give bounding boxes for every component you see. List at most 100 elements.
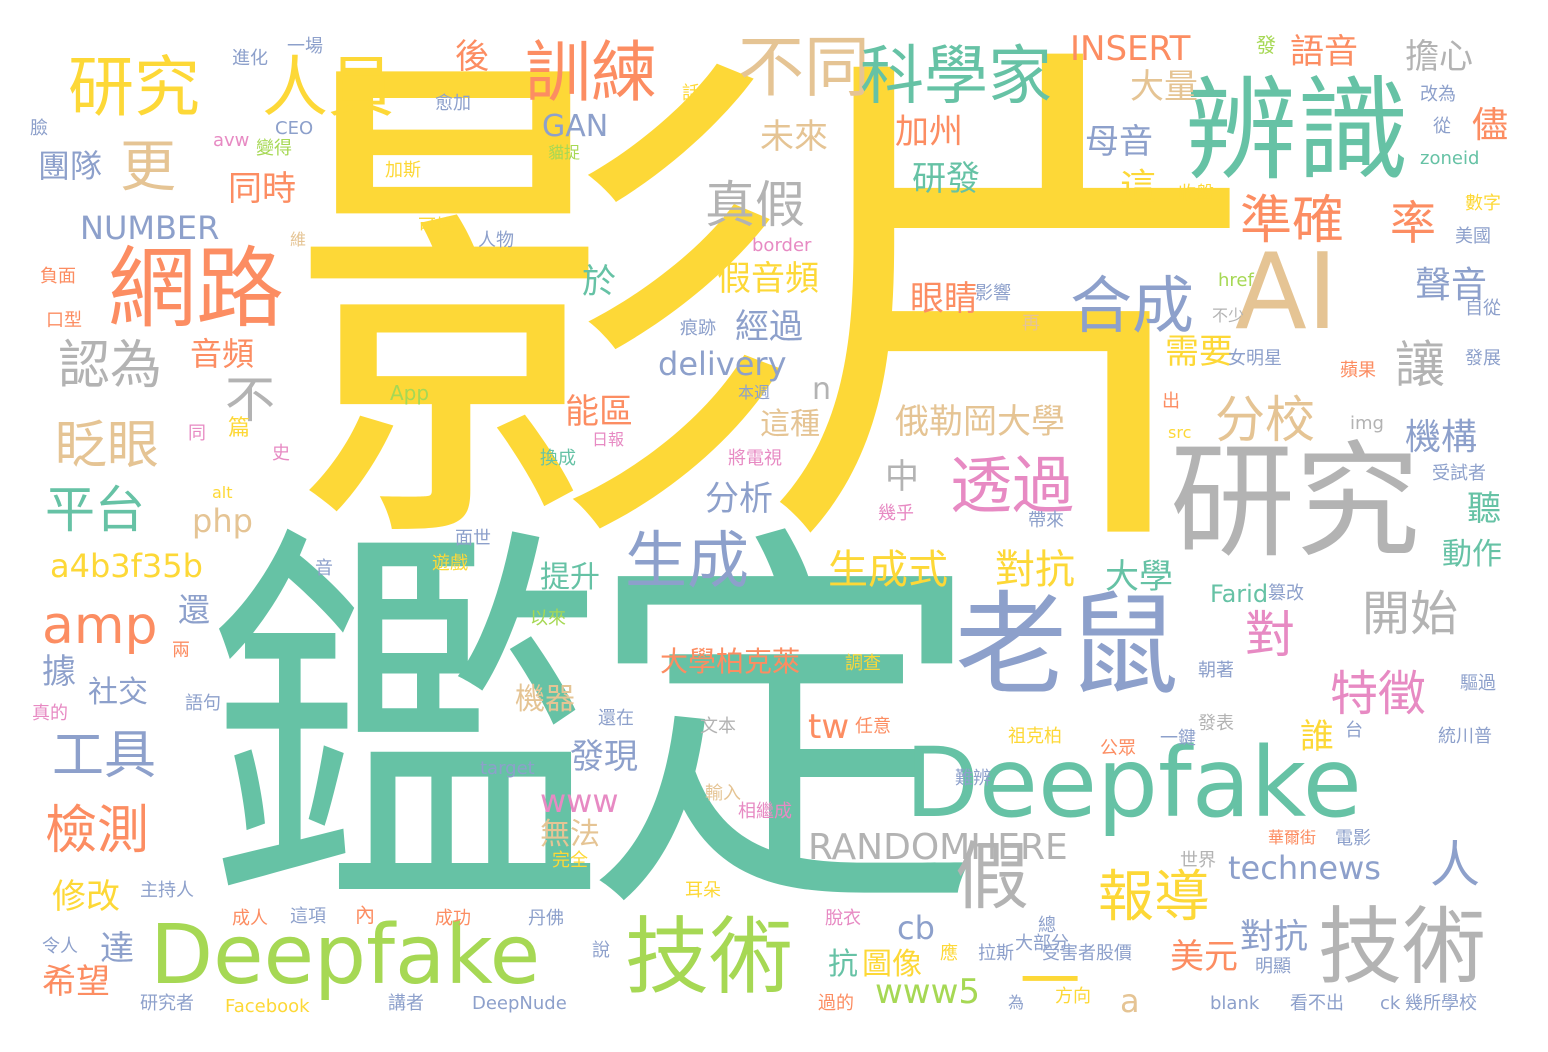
word: 生成 — [625, 524, 750, 597]
word: 眼睛 — [910, 279, 978, 319]
word: 對 — [1245, 606, 1295, 664]
word: blank — [1210, 993, 1260, 1014]
word: 華爾街 — [1268, 828, 1317, 847]
word: INSERT — [1070, 29, 1191, 69]
word: 技術 — [1318, 898, 1487, 996]
word: 真的 — [32, 703, 68, 724]
word: 大部分 — [1015, 933, 1069, 954]
word: 過的 — [818, 993, 854, 1014]
word: 據 — [42, 652, 76, 692]
word: 史 — [272, 443, 290, 464]
word: 假 — [955, 834, 1029, 920]
word: 圖像 — [862, 947, 922, 982]
word: 希望 — [42, 962, 110, 1002]
word: 檢測 — [45, 801, 150, 861]
word: 準確 — [1240, 191, 1345, 251]
word: a — [1120, 982, 1140, 1020]
word: 後 — [455, 37, 489, 77]
word: 報導 — [1098, 865, 1210, 930]
word: 音頻 — [190, 335, 255, 373]
word: 帶來 — [1028, 510, 1064, 531]
word: 無法 — [540, 817, 600, 852]
word: 團隊 — [38, 147, 103, 185]
word: 這 — [1120, 167, 1157, 208]
word: border — [752, 235, 812, 256]
word: 工具 — [52, 726, 157, 786]
word: 認為 — [58, 336, 163, 396]
word: 動作 — [1442, 537, 1502, 572]
word: 發表 — [1198, 713, 1234, 734]
word: 本週 — [738, 383, 771, 402]
word: Deepfake — [150, 908, 541, 1003]
word: 俄勒岡大學 — [895, 402, 1065, 442]
word: zoneid — [1420, 148, 1480, 169]
word: 機構 — [1405, 417, 1478, 458]
word: 主持人 — [140, 880, 194, 901]
word: 受害者股價 — [1042, 943, 1132, 964]
word: 愈加 — [435, 93, 471, 114]
word: 話 — [682, 83, 700, 104]
word: src — [1168, 423, 1192, 442]
word: 篇 — [228, 416, 251, 441]
word: 還在 — [598, 708, 634, 729]
word: 科學家 — [860, 40, 1052, 114]
word: 電影 — [1335, 828, 1371, 849]
word: 將電視 — [728, 448, 782, 469]
word: 研發 — [912, 159, 980, 199]
word: 拉斯 — [978, 943, 1014, 964]
word: Farid — [1210, 580, 1269, 608]
word: 人 — [1430, 836, 1480, 894]
word: 真假 — [705, 176, 805, 234]
word: 世界 — [1180, 850, 1216, 871]
word: 數字 — [1465, 193, 1501, 214]
word: 不 — [225, 371, 275, 429]
word: 未來 — [760, 117, 828, 157]
word: 鑑定 — [205, 497, 985, 962]
word: 生成式 — [828, 547, 948, 593]
word: 貓捉 — [548, 143, 581, 162]
word: 日報 — [592, 430, 625, 449]
word: 加斯 — [385, 160, 421, 181]
word: 美國 — [1455, 226, 1491, 247]
word: 蘋果 — [1340, 360, 1376, 381]
word: 幾乎 — [878, 503, 914, 524]
word: 維 — [290, 230, 307, 249]
word: 修改 — [52, 877, 120, 917]
word: 更 — [120, 135, 176, 200]
word: RANDOMHERE — [808, 827, 1068, 868]
word: 眨眼 — [55, 416, 160, 476]
word: technews — [1228, 849, 1381, 887]
word: 一場 — [287, 36, 323, 57]
word: 兩 — [172, 640, 190, 661]
word: 總 — [1038, 915, 1056, 936]
word: cb — [897, 909, 935, 947]
word: avw — [213, 130, 250, 151]
word: 美元 — [1170, 937, 1238, 977]
word: 公眾 — [1100, 738, 1136, 759]
word: 一 — [1020, 947, 1080, 1017]
word: 口型 — [46, 310, 82, 331]
word: 發展 — [1465, 348, 1501, 369]
word: 語句 — [185, 693, 221, 714]
word: App — [390, 381, 430, 405]
word: 再 — [1022, 313, 1040, 334]
word: 變得 — [256, 138, 292, 159]
word: 成人 — [232, 908, 268, 929]
word: 抗 — [828, 947, 858, 982]
word: 自從 — [1465, 298, 1501, 319]
word: 發 — [1256, 33, 1276, 57]
word: 音 — [315, 558, 333, 579]
word: 平台 — [45, 481, 145, 539]
word: 痕跡 — [680, 318, 716, 339]
word: 講者 — [388, 993, 424, 1014]
word: 提升 — [540, 560, 600, 595]
word: 合成 — [1070, 269, 1195, 342]
word: www5 — [875, 972, 981, 1012]
word: 於 — [582, 262, 616, 302]
word: 輸入 — [705, 783, 741, 804]
word: 改為 — [1420, 84, 1456, 105]
word: 出 — [1162, 391, 1180, 412]
word: 難辨 — [955, 768, 991, 789]
word: 能區 — [565, 392, 633, 432]
